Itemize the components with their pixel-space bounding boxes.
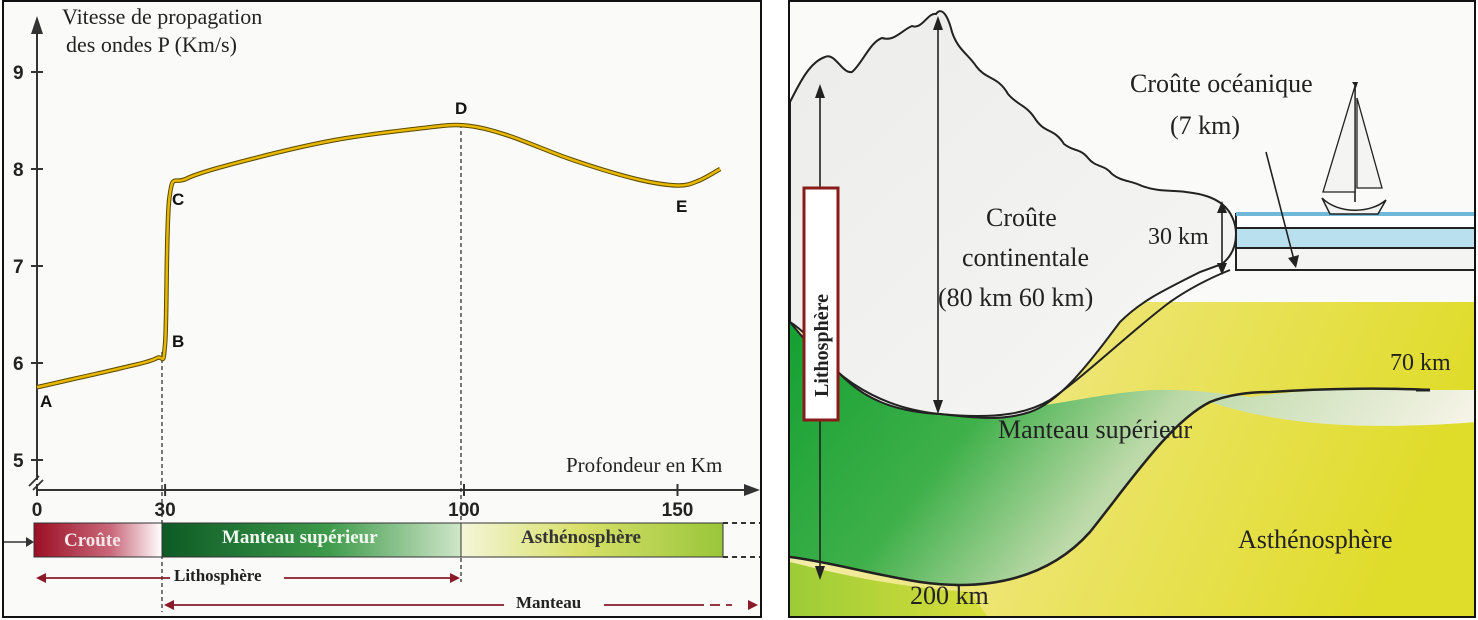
left-pointer-head bbox=[26, 537, 34, 547]
manteau-label: Manteau bbox=[516, 593, 581, 612]
y-tick-label: 9 bbox=[13, 63, 24, 84]
lithosphere-arrow-left bbox=[36, 573, 46, 583]
depth-70km-label: 70 km bbox=[1390, 350, 1451, 376]
crust-30km-arrow bbox=[1217, 201, 1227, 275]
lithosphere-label-bg bbox=[170, 564, 284, 586]
x-tick-label: 0 bbox=[32, 500, 43, 521]
manteau-arrow-right bbox=[748, 600, 758, 610]
thickness-30km-label: 30 km bbox=[1148, 224, 1209, 250]
manteau-superieur-band bbox=[161, 522, 462, 558]
croute-oceanique-thickness: (7 km) bbox=[1170, 111, 1240, 140]
deep-mantle-patch bbox=[790, 562, 988, 616]
layer-asthenosphere-label: Asthénosphère bbox=[521, 527, 641, 548]
croute-oceanique-label: Croûte océanique bbox=[1130, 69, 1313, 98]
x-tick-label: 100 bbox=[448, 500, 480, 521]
velocity-graph-panel: Vitesse de propagation des ondes P (Km/s… bbox=[2, 0, 762, 618]
y-tick-label: 7 bbox=[13, 257, 24, 278]
manteau-arrow-left bbox=[164, 600, 174, 610]
moho-boundary bbox=[790, 269, 1231, 417]
oceanic-lith-layer bbox=[1235, 247, 1474, 271]
layer-croute-label: Croûte bbox=[64, 530, 121, 551]
croute-continentale-line3: (80 km 60 km) bbox=[938, 283, 1093, 312]
cross-section-panel: Lithosphère Croûte océanique (7 km) Croû… bbox=[788, 0, 1476, 618]
y-tick-label: 6 bbox=[13, 354, 24, 375]
manteau-superieur-label: Manteau supérieur bbox=[998, 415, 1193, 444]
velocity-curve-shadow bbox=[36, 122, 722, 390]
mountain-depth-arrow bbox=[933, 16, 943, 414]
upper-mantle-area bbox=[790, 322, 1474, 585]
x-tick-label: 150 bbox=[662, 500, 694, 521]
point-label-d: D bbox=[455, 99, 467, 118]
lithosphere-arrow-right bbox=[450, 573, 460, 583]
x-ticks: 0 30 100 150 bbox=[32, 484, 694, 521]
lithosphere-label-box bbox=[802, 186, 840, 422]
velocity-curve bbox=[36, 123, 721, 389]
y-tick-label: 8 bbox=[13, 160, 24, 181]
y-tick-label: 5 bbox=[13, 451, 24, 472]
oceanic-crust-pointer bbox=[1265, 151, 1299, 268]
lithosphere-label: Lithosphère bbox=[174, 566, 262, 585]
y-ticks: 9 8 7 6 5 bbox=[13, 63, 43, 472]
continental-crust bbox=[790, 10, 1238, 419]
x-tick-label: 30 bbox=[155, 500, 176, 521]
graph-title-line2: des ondes P (Km/s) bbox=[66, 32, 237, 57]
lithosphere-label: Lithosphère bbox=[811, 294, 833, 397]
manteau-dash-gap1 bbox=[704, 601, 710, 609]
ocean-layer bbox=[1235, 213, 1474, 229]
oceanic-crust-layer bbox=[1235, 227, 1474, 249]
croute-continentale-line1: Croûte bbox=[986, 203, 1057, 232]
lithosphere-asthenosphere-boundary bbox=[790, 387, 1431, 587]
point-label-c: C bbox=[172, 190, 184, 209]
layer-manteau-superieur-label: Manteau supérieur bbox=[222, 527, 378, 548]
graph-title-line1: Vitesse de propagation bbox=[62, 4, 262, 29]
point-label-b: B bbox=[172, 332, 184, 351]
x-axis-label: Profondeur en Km bbox=[566, 453, 722, 477]
depth-200km-label: 200 km bbox=[910, 581, 989, 610]
manteau-label-bg bbox=[504, 591, 604, 613]
x-axis-arrow bbox=[744, 484, 760, 496]
asthenosphere-band bbox=[460, 522, 724, 558]
manteau-dash-gap2 bbox=[720, 601, 726, 609]
y-axis-arrow bbox=[31, 16, 43, 34]
point-label-e: E bbox=[676, 197, 687, 216]
asthenosphere-label: Asthénosphère bbox=[1238, 525, 1393, 554]
velocity-graph: Vitesse de propagation des ondes P (Km/s… bbox=[4, 4, 760, 613]
croute-continentale-line2: continentale bbox=[962, 243, 1089, 272]
point-label-a: A bbox=[40, 392, 52, 411]
sailboat-icon bbox=[1321, 82, 1387, 215]
lithosphere-cross-section: Lithosphère Croûte océanique (7 km) Croû… bbox=[790, 10, 1474, 616]
